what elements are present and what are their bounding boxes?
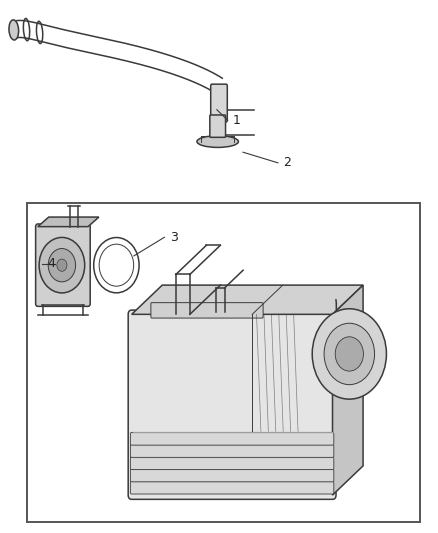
Circle shape (324, 323, 374, 385)
Circle shape (39, 237, 85, 293)
FancyBboxPatch shape (128, 310, 336, 499)
Polygon shape (132, 481, 334, 483)
Circle shape (335, 337, 364, 371)
Polygon shape (132, 445, 334, 446)
Ellipse shape (9, 20, 19, 40)
FancyBboxPatch shape (151, 303, 263, 318)
Polygon shape (38, 217, 99, 227)
Text: 4: 4 (47, 257, 55, 270)
Polygon shape (132, 432, 334, 434)
Text: 1: 1 (233, 114, 241, 127)
Polygon shape (132, 469, 334, 471)
Polygon shape (132, 285, 363, 314)
Circle shape (48, 248, 76, 282)
FancyBboxPatch shape (211, 84, 227, 122)
FancyBboxPatch shape (131, 457, 334, 470)
Circle shape (57, 259, 67, 271)
Bar (27, 203, 420, 522)
FancyBboxPatch shape (131, 445, 334, 457)
Circle shape (312, 309, 386, 399)
Text: 3: 3 (170, 231, 177, 244)
Polygon shape (132, 457, 334, 458)
Text: 2: 2 (283, 156, 291, 169)
FancyBboxPatch shape (131, 469, 334, 482)
FancyBboxPatch shape (131, 481, 334, 494)
FancyBboxPatch shape (210, 115, 226, 138)
Ellipse shape (197, 136, 238, 148)
Polygon shape (332, 285, 363, 495)
FancyBboxPatch shape (35, 224, 90, 306)
FancyBboxPatch shape (131, 432, 334, 445)
